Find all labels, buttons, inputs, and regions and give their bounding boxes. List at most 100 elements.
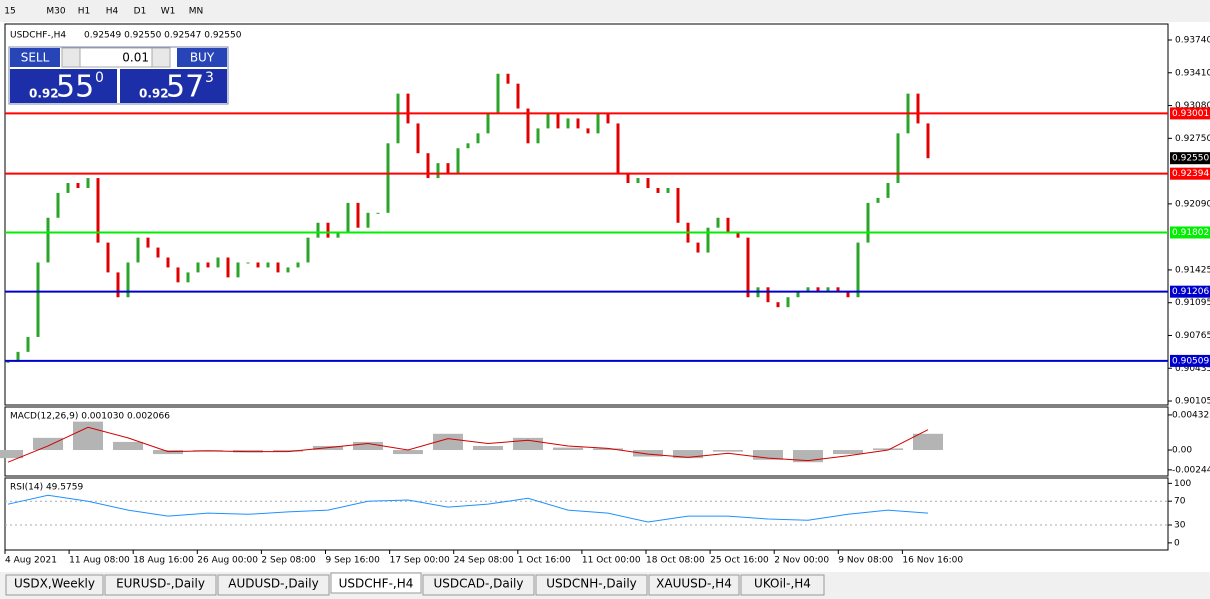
tab[interactable] xyxy=(422,574,535,596)
rsi-label: RSI(14) 49.5759 xyxy=(10,483,83,493)
macd-bar xyxy=(0,450,23,459)
candle xyxy=(616,123,620,174)
macd-bar xyxy=(353,441,383,451)
tab[interactable] xyxy=(740,574,825,596)
x-tick-label: 18 Aug 16:00 xyxy=(133,556,194,566)
price-tick-label: 0.90765 xyxy=(1175,331,1210,341)
candle xyxy=(256,262,260,268)
level-label-bg xyxy=(1170,167,1210,180)
candle xyxy=(586,128,590,134)
macd-bar xyxy=(33,437,63,451)
tab-label[interactable]: XAUUSD-,H4 xyxy=(656,577,732,591)
tab[interactable] xyxy=(535,574,648,596)
candle xyxy=(416,123,420,154)
buy-price-small[interactable]: 3 xyxy=(205,70,214,86)
level-label: 0.91206 xyxy=(1172,287,1209,297)
candle xyxy=(596,113,600,134)
candle xyxy=(426,153,430,179)
candle xyxy=(526,108,530,144)
level-label: 0.92394 xyxy=(1172,169,1209,179)
candle xyxy=(816,287,820,293)
tab[interactable] xyxy=(217,574,330,596)
candle xyxy=(246,262,250,264)
chart-symbol: USDCHF-,H4 xyxy=(10,31,66,41)
candle xyxy=(896,133,900,184)
sell-price-small[interactable]: 0 xyxy=(95,70,104,86)
candle xyxy=(646,178,650,188)
rsi-pane xyxy=(4,477,1169,551)
tab[interactable] xyxy=(5,574,104,596)
macd-bar xyxy=(873,448,903,451)
price-tick-label: 0.90105 xyxy=(1175,397,1210,407)
candle xyxy=(166,257,170,268)
candle xyxy=(286,267,290,273)
candle xyxy=(636,178,640,184)
x-tick-label: 17 Sep 00:00 xyxy=(390,556,450,566)
sell-button[interactable] xyxy=(10,48,60,67)
timeframe-button[interactable]: M30 xyxy=(46,7,65,17)
macd-tick-label: 0.00 xyxy=(1172,446,1192,456)
candle xyxy=(886,183,890,198)
sell-price-prefix[interactable]: 0.92 xyxy=(29,87,59,101)
sell-label[interactable]: SELL xyxy=(21,51,50,65)
candle xyxy=(206,262,210,268)
candle xyxy=(86,178,90,188)
macd-bar xyxy=(553,447,583,451)
x-tick-label: 16 Nov 16:00 xyxy=(902,556,963,566)
tab-label[interactable]: AUDUSD-,Daily xyxy=(228,577,318,591)
buy-price-box[interactable] xyxy=(120,69,227,103)
timeframe-button[interactable]: W1 xyxy=(161,7,176,17)
price-tick-label: 0.90435 xyxy=(1175,364,1210,374)
x-tick-label: 11 Oct 00:00 xyxy=(582,556,641,566)
timeframe-button[interactable]: 15 xyxy=(4,7,15,17)
price-tick-label: 0.92750 xyxy=(1175,134,1210,144)
tab-label[interactable]: UKOil-,H4 xyxy=(754,577,811,591)
tab-label[interactable]: USDX,Weekly xyxy=(14,577,95,591)
macd-tick-label: 0.004323 xyxy=(1172,410,1210,420)
rsi-tick-label: 0 xyxy=(1174,538,1180,548)
sell-price-box[interactable] xyxy=(10,69,117,103)
candle xyxy=(666,187,670,193)
lot-up[interactable] xyxy=(151,47,171,68)
x-tick-label: 2 Nov 00:00 xyxy=(774,556,829,566)
buy-price-prefix[interactable]: 0.92 xyxy=(139,87,169,101)
current-price-label: 0.92550 xyxy=(1172,154,1209,164)
buy-label[interactable]: BUY xyxy=(190,51,215,65)
tab-label[interactable]: EURUSD-,Daily xyxy=(116,577,205,591)
timeframe-button[interactable]: D1 xyxy=(134,7,147,17)
buy-price-big[interactable]: 57 xyxy=(166,70,204,105)
candle xyxy=(566,118,570,129)
timeframe-button[interactable]: H1 xyxy=(78,7,91,17)
timeframe-button[interactable]: H4 xyxy=(106,7,119,17)
tab[interactable] xyxy=(648,574,740,596)
candle xyxy=(766,287,770,303)
candle xyxy=(536,128,540,144)
macd-tick-label: -0.002445 xyxy=(1172,465,1210,475)
buy-button[interactable] xyxy=(177,48,227,67)
lot-down[interactable] xyxy=(61,47,81,68)
tab[interactable] xyxy=(330,572,422,594)
candle xyxy=(736,232,740,238)
candle xyxy=(576,118,580,129)
tab-label[interactable]: USDCNH-,Daily xyxy=(546,577,637,591)
tab[interactable] xyxy=(104,574,217,596)
x-tick-label: 2 Sep 08:00 xyxy=(261,556,316,566)
candle xyxy=(136,237,140,263)
candle xyxy=(316,222,320,238)
candle xyxy=(696,242,700,253)
x-tick-label: 9 Sep 16:00 xyxy=(326,556,381,566)
level-label-bg xyxy=(1170,226,1210,239)
candle xyxy=(476,133,480,144)
level-label: 0.91802 xyxy=(1172,228,1209,238)
candle xyxy=(46,217,50,263)
tab-label[interactable]: USDCHF-,H4 xyxy=(339,577,414,591)
sell-price-big[interactable]: 55 xyxy=(56,70,94,105)
candle xyxy=(76,183,80,188)
candle xyxy=(706,227,710,253)
candle xyxy=(306,237,310,263)
macd-pane xyxy=(4,406,1169,477)
candle xyxy=(926,123,930,159)
timeframe-button[interactable]: MN xyxy=(189,7,204,17)
lot-value[interactable]: 0.01 xyxy=(122,51,149,65)
tab-label[interactable]: USDCAD-,Daily xyxy=(434,577,524,591)
